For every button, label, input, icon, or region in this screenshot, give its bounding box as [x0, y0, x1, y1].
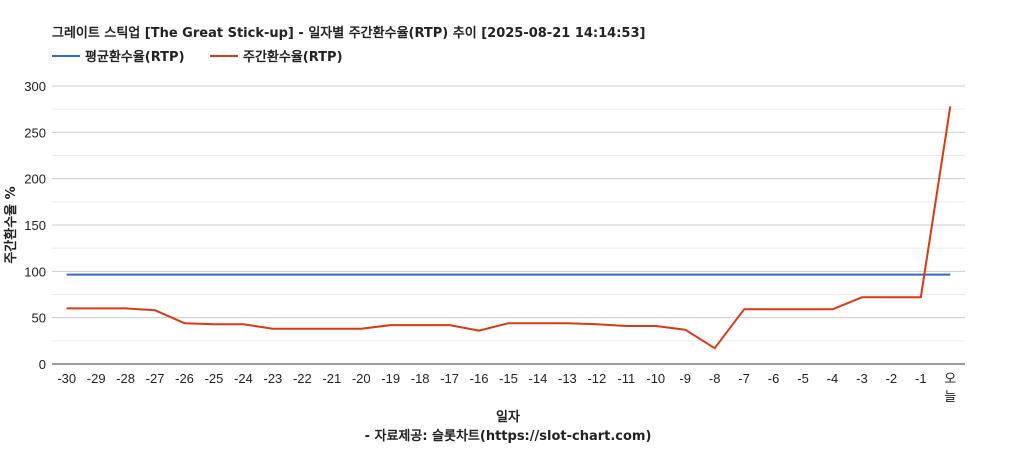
x-axis-ticks: -30 -29 -28 -27 -26 -25 -24 -23 -22 -21 -20 -19 -18-… [57, 371, 956, 404]
x-tick-label: -21 [322, 371, 341, 386]
x-tick-label: -16 [470, 371, 489, 386]
y-tick-label: 250 [24, 125, 46, 140]
legend-label-weekly-rtp: 주간환수율(RTP) [243, 49, 343, 65]
y-axis-title: 주간환수율 % [3, 186, 19, 263]
y-tick-label: 50 [32, 311, 46, 326]
x-tick-label: -29 [87, 371, 106, 386]
y-tick-label: 100 [24, 264, 46, 279]
x-tick-label: -27 [146, 371, 165, 386]
x-tick-label: -20 [352, 371, 371, 386]
x-tick-label: -30 [57, 371, 76, 386]
x-tick-label: -8 [709, 371, 721, 386]
legend[interactable]: 평균환수율(RTP) 주간환수율(RTP) [52, 49, 343, 65]
x-tick-label: -25 [205, 371, 224, 386]
x-tick-label: -17 [440, 371, 459, 386]
x-tick-label: -6 [768, 371, 780, 386]
x-tick-label: -28 [116, 371, 135, 386]
y-tick-label: 0 [39, 357, 46, 372]
chart-title: 그레이트 스틱업 [The Great Stick-up] - 일자별 주간환수… [52, 25, 645, 41]
x-tick-label: -24 [234, 371, 253, 386]
data-source-note: - 자료제공: 슬롯차트(https://slot-chart.com) [365, 428, 652, 444]
series-line-weekly-rtp [66, 106, 952, 350]
x-tick-label: -7 [738, 371, 750, 386]
x-tick-label: -18 [411, 371, 430, 386]
grid-lines [52, 85, 965, 342]
x-tick-label: -26 [175, 371, 194, 386]
x-tick-label: -23 [263, 371, 282, 386]
x-tick-label: -13 [558, 371, 577, 386]
x-tick-label: -15 [499, 371, 518, 386]
y-tick-label: 150 [24, 218, 46, 233]
legend-label-avg-rtp: 평균환수율(RTP) [85, 49, 185, 65]
x-tick-label: -19 [381, 371, 400, 386]
x-tick-label: -12 [587, 371, 606, 386]
series-lines [66, 106, 952, 350]
x-tick-label: -14 [529, 371, 548, 386]
x-axis-title: 일자 [496, 410, 520, 425]
x-tick-label: -10 [646, 371, 665, 386]
x-tick-label: -3 [856, 371, 868, 386]
y-axis-ticks: 0 50 100 150 200 250 300 [24, 79, 46, 372]
x-tick-label: -1 [915, 371, 927, 386]
x-tick-label: -5 [797, 371, 809, 386]
x-tick-label: -22 [293, 371, 312, 386]
x-tick-label: -9 [679, 371, 691, 386]
x-tick-label: -2 [886, 371, 898, 386]
x-tick-label: -11 [617, 371, 635, 386]
y-tick-label: 200 [24, 172, 46, 187]
x-tick-label: -4 [827, 371, 839, 386]
y-tick-label: 300 [24, 79, 46, 94]
